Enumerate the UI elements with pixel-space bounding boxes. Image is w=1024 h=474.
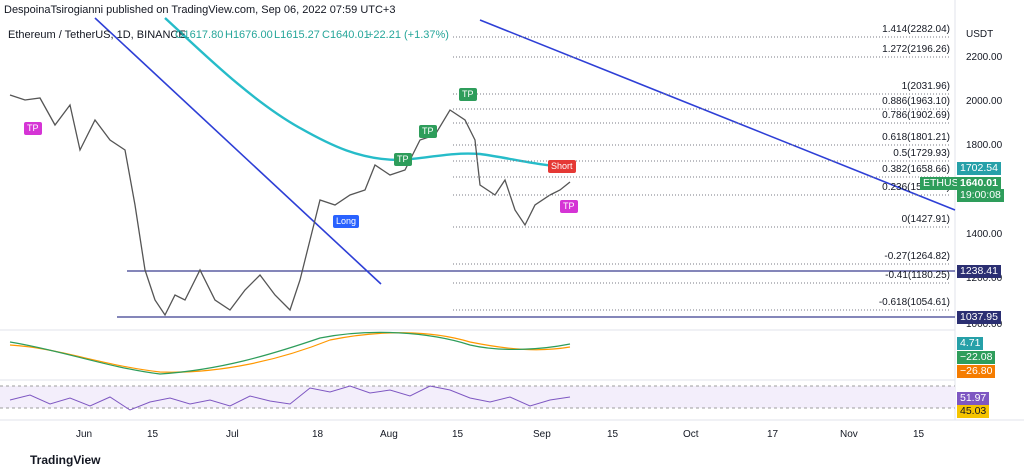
publisher: DespoinaTsirogianni published on Trading… xyxy=(4,4,396,16)
fib-level: -0.27(1264.82) xyxy=(884,251,950,262)
indicator-value: −26.80 xyxy=(957,365,996,378)
ohlc-value: L1615.27 xyxy=(274,29,320,41)
ohlc-value: H1676.00 xyxy=(225,29,273,41)
fib-level: -0.41(1180.25) xyxy=(885,270,950,281)
moving-average xyxy=(164,17,571,169)
macd-line xyxy=(9,331,571,375)
fib-level: 1.414(2282.04) xyxy=(882,24,950,35)
price-label: 1200.00 xyxy=(966,273,1003,284)
ohlc-value: +22.21 (+1.37%) xyxy=(367,29,449,41)
price-label: 1400.00 xyxy=(966,229,1003,240)
fib-level: 0(1427.91) xyxy=(901,214,950,225)
trade-tag: TP xyxy=(24,122,42,135)
time-label: Jul xyxy=(226,429,239,440)
time-label: 17 xyxy=(767,429,779,440)
trade-tag: TP xyxy=(419,125,437,138)
fib-level: 0.618(1801.21) xyxy=(882,132,950,143)
footer-brand: TradingView xyxy=(30,453,101,467)
time-label: Oct xyxy=(683,429,699,440)
ohlc-value: O1617.80 xyxy=(175,29,224,41)
trade-tag: TP xyxy=(459,88,477,101)
price-label: 1800.00 xyxy=(966,140,1003,151)
price-path xyxy=(9,94,571,317)
fib-level: 1.272(2196.26) xyxy=(882,44,950,55)
time-label: 18 xyxy=(312,429,324,440)
ohlc-value: C1640.01 xyxy=(322,29,370,41)
time-label: 15 xyxy=(452,429,464,440)
indicator-value: 45.03 xyxy=(957,405,990,418)
time-label: 15 xyxy=(147,429,159,440)
level-tag: 1037.95 xyxy=(957,311,1001,324)
fib-level: 0.886(1963.10) xyxy=(882,96,950,107)
macd-signal xyxy=(9,332,571,373)
fib-level: -0.618(1054.61) xyxy=(878,297,950,308)
time-label: Nov xyxy=(840,429,858,440)
time-label: Jun xyxy=(76,429,93,440)
indicator-value: 4.71 xyxy=(957,337,984,350)
time-label: Sep xyxy=(533,429,551,440)
price-label: 2200.00 xyxy=(966,52,1003,63)
price-label: 1000.00 xyxy=(966,319,1003,330)
price-label: 2000.00 xyxy=(966,96,1003,107)
rsi-line xyxy=(9,385,571,411)
last-price: 1640.01 xyxy=(957,177,1001,190)
level-tag: 1238.41 xyxy=(957,265,1001,278)
fib-level: 0.5(1729.93) xyxy=(893,148,950,159)
trade-tag: Short xyxy=(548,160,576,173)
indicator-value: −22.08 xyxy=(957,351,996,364)
trend-line xyxy=(479,19,956,211)
fib-level: 0.382(1658.66) xyxy=(882,164,950,175)
time-label: 15 xyxy=(913,429,925,440)
fib-level: 0.236(1570.47) xyxy=(882,182,950,193)
trade-tag: Long xyxy=(333,215,360,228)
countdown: 19:00:08 xyxy=(957,189,1004,202)
time-label: Aug xyxy=(380,429,398,440)
trade-tag: TP xyxy=(560,200,578,213)
symbol: Ethereum / TetherUS, 1D, BINANCE xyxy=(8,29,186,41)
indicator-value: 51.97 xyxy=(957,392,990,405)
fib-level: 0.786(1902.69) xyxy=(882,110,950,121)
trade-tag: TP xyxy=(394,153,412,166)
last-ma: 1702.54 xyxy=(957,162,1001,175)
axis-unit: USDT xyxy=(966,29,994,40)
fib-level: 1(2031.96) xyxy=(901,81,950,92)
time-label: 15 xyxy=(607,429,619,440)
rsi-band xyxy=(0,386,955,408)
trend-line xyxy=(94,17,382,285)
